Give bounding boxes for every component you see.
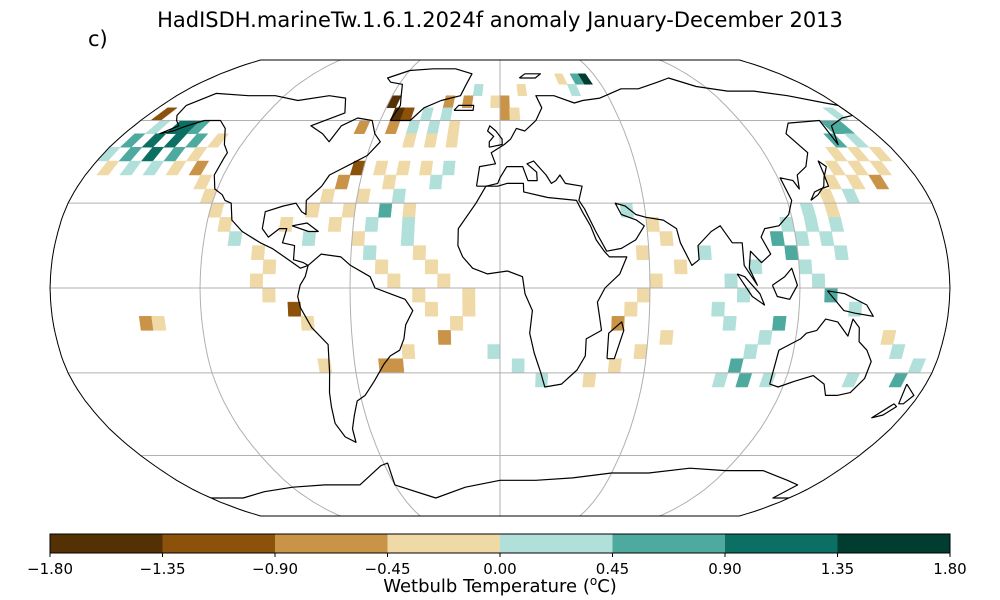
madagascar-coast <box>606 321 625 360</box>
colorbar-label: Wetbulb Temperature (oC) <box>383 574 617 597</box>
north-america-coast <box>159 92 381 269</box>
colorbar-bin <box>725 534 838 553</box>
anomaly-cell <box>566 84 582 96</box>
anomaly-cell <box>449 316 464 331</box>
anomaly-cell <box>888 344 906 359</box>
anomaly-cell <box>278 217 294 232</box>
anomaly-cell <box>165 160 187 176</box>
colorbar-bin <box>275 534 388 553</box>
anomaly-cells <box>96 73 927 388</box>
anomaly-cell <box>462 301 476 317</box>
anomaly-cell <box>659 330 674 345</box>
map-boundary <box>49 59 951 517</box>
colorbar-tick-label: −1.80 <box>27 560 73 578</box>
anomaly-cell <box>659 231 674 246</box>
anomaly-cell <box>227 231 243 246</box>
south-america-coast <box>297 253 414 443</box>
anomaly-cell <box>868 174 890 190</box>
anomaly-cell <box>262 259 277 275</box>
anomaly-cell <box>673 259 688 275</box>
anomaly-cell <box>119 160 142 176</box>
eurasia-coast <box>475 77 854 286</box>
anomaly-cell <box>96 160 120 176</box>
britain-coast <box>487 125 503 148</box>
chart-title: HadISDH.marineTw.1.6.1.2024f anomaly Jan… <box>157 8 843 32</box>
antarctica-coast <box>211 462 799 499</box>
colorbar-tick-label: 1.35 <box>821 560 854 578</box>
anomaly-cell <box>142 160 165 176</box>
colorbar-bin <box>50 534 163 553</box>
anomaly-cell <box>401 344 416 359</box>
anomaly-cell <box>327 217 343 232</box>
new-guinea-coast <box>826 290 874 317</box>
sumatra-coast <box>736 273 766 306</box>
colorbar-bin <box>837 534 951 553</box>
colorbar-tick-label: 0.45 <box>596 560 629 578</box>
anomaly-cell <box>472 84 484 96</box>
anomaly-cell <box>624 301 638 317</box>
anomaly-cell <box>334 174 351 190</box>
anomaly-cell <box>402 133 417 148</box>
iceland-coast <box>453 104 475 112</box>
anomaly-cell <box>442 160 456 176</box>
anomaly-cell <box>516 84 528 96</box>
australia-coast <box>769 318 872 396</box>
colorbar-bin <box>612 534 726 553</box>
cuba-coast <box>291 222 319 233</box>
panel-label: c) <box>88 27 108 51</box>
new-zealand-coast <box>898 383 915 405</box>
anomaly-cell <box>429 174 443 190</box>
anomaly-cell <box>445 133 459 148</box>
coastlines <box>159 68 915 499</box>
anomaly-cell <box>722 316 737 331</box>
greenland-coast <box>387 68 473 122</box>
anomaly-cell <box>828 217 845 232</box>
colorbar-tick-label: 1.80 <box>933 560 966 578</box>
colorbar-tick-label: −0.90 <box>252 560 298 578</box>
anomaly-cell <box>743 344 759 359</box>
anomaly-cell <box>569 73 585 85</box>
africa-coast <box>457 182 628 388</box>
anomaly-cell <box>757 330 773 345</box>
colorbar-tick-label: −0.45 <box>365 560 411 578</box>
svalbard-coast <box>518 73 542 79</box>
colorbar-bin <box>387 534 501 553</box>
colorbar-bin <box>162 534 276 553</box>
colorbar-bin <box>500 534 613 553</box>
colorbar-tick-label: 0.90 <box>708 560 741 578</box>
anomaly-cell <box>868 146 893 162</box>
anomaly-cell <box>833 245 849 260</box>
japan-coast <box>810 160 830 201</box>
anomaly-cell <box>151 316 167 331</box>
anomaly-cell <box>424 301 439 317</box>
new-zealand-south-coast <box>871 403 898 419</box>
anomaly-cell <box>845 174 866 190</box>
colorbar-tick-label: −1.35 <box>140 560 186 578</box>
anomaly-cell <box>461 95 474 109</box>
anomaly-cell <box>395 160 411 176</box>
anomaly-cell <box>423 133 438 148</box>
colorbar-tick-label: 0.00 <box>483 560 516 578</box>
borneo-coast <box>771 267 799 300</box>
anomaly-cell <box>437 330 452 345</box>
anomaly-cell <box>364 217 379 232</box>
anomaly-cell <box>869 160 893 176</box>
anomaly-cell <box>772 316 787 331</box>
